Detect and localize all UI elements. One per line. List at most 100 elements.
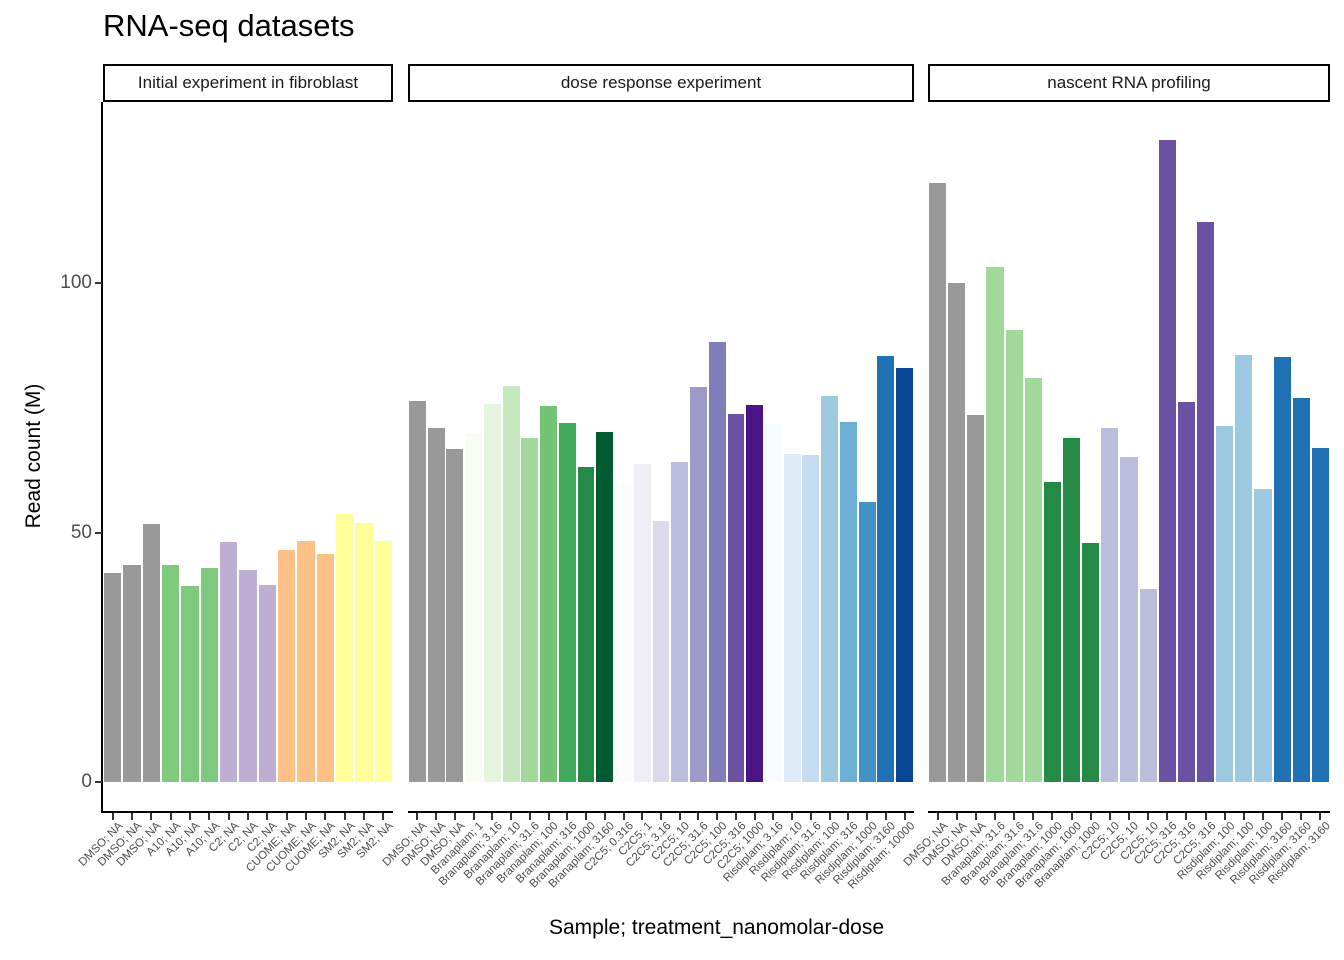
bar	[540, 406, 557, 782]
bar	[142, 523, 161, 782]
x-tick-mark	[227, 813, 230, 820]
x-tick-mark	[884, 813, 887, 820]
bar	[1273, 357, 1291, 782]
x-tick-mark	[1242, 813, 1245, 820]
bar	[1005, 329, 1023, 782]
x-tick-mark	[472, 813, 475, 820]
x-tick-mark	[510, 813, 513, 820]
x-tick-mark	[1204, 813, 1207, 820]
x-tick-mark	[791, 813, 794, 820]
y-tick-mark	[95, 282, 102, 284]
bar	[558, 423, 576, 782]
bar	[1101, 427, 1119, 782]
bar	[427, 427, 445, 782]
plot-title: RNA-seq datasets	[103, 8, 355, 43]
bar	[103, 572, 122, 782]
x-tick-mark	[716, 813, 719, 820]
bar	[277, 550, 296, 782]
x-axis-title: Sample; treatment_nanomolar-dose	[548, 916, 884, 939]
x-tick-mark	[266, 813, 269, 820]
x-tick-mark	[955, 813, 958, 820]
x-tick-mark	[1051, 813, 1054, 820]
x-tick-mark	[111, 813, 114, 820]
x-axis-line	[103, 811, 393, 813]
bar	[181, 585, 199, 782]
facet-strip-label: nascent RNA profiling	[1047, 73, 1211, 92]
x-tick-mark	[453, 813, 456, 820]
bar	[483, 403, 501, 782]
x-tick-mark	[285, 813, 288, 820]
bar	[1196, 221, 1215, 782]
x-tick-mark	[1319, 813, 1322, 820]
y-tick-label: 0	[81, 771, 92, 792]
bar	[465, 433, 483, 782]
bar	[986, 266, 1004, 782]
x-tick-mark	[1013, 813, 1016, 820]
bar	[928, 182, 947, 782]
bar	[596, 432, 614, 782]
bar	[502, 385, 520, 782]
facet-strip-label: Initial experiment in fibroblast	[137, 73, 359, 92]
bar	[1139, 588, 1157, 782]
x-tick-mark	[189, 813, 191, 820]
bar	[746, 404, 764, 782]
bar	[1043, 481, 1062, 782]
x-tick-mark	[566, 813, 569, 820]
bar	[783, 454, 801, 782]
x-tick-mark	[772, 813, 775, 820]
bar	[1082, 543, 1100, 782]
x-tick-mark	[1300, 813, 1303, 820]
bar	[408, 401, 426, 782]
x-tick-mark	[1070, 813, 1073, 820]
facet-strip: nascent RNA profiling	[928, 64, 1330, 102]
bar	[1120, 457, 1138, 782]
bar	[671, 461, 689, 782]
bar	[1292, 398, 1310, 782]
x-tick-mark	[208, 813, 211, 820]
bar	[1062, 438, 1081, 782]
bar	[1216, 426, 1234, 782]
x-tick-mark	[903, 813, 906, 820]
bar	[877, 355, 895, 782]
x-tick-mark	[974, 813, 977, 820]
bar	[446, 449, 464, 782]
bar	[802, 455, 820, 782]
facet-strip-label: dose response experiment	[560, 73, 762, 92]
bar	[1024, 378, 1042, 782]
x-tick-mark	[169, 813, 172, 820]
x-tick-mark	[641, 813, 644, 820]
x-tick-mark	[305, 813, 307, 820]
x-tick-mark	[622, 813, 625, 820]
bar	[316, 553, 335, 782]
y-axis-line	[101, 102, 103, 813]
facet-strip: Initial experiment in fibroblast	[103, 64, 393, 102]
bar	[1177, 401, 1196, 782]
bar	[633, 464, 651, 782]
x-tick-mark	[1223, 813, 1226, 820]
x-tick-mark	[382, 813, 385, 820]
bar	[1254, 489, 1272, 782]
x-tick-mark	[753, 813, 756, 820]
x-tick-mark	[1166, 813, 1169, 820]
bar	[355, 522, 373, 782]
bar	[161, 564, 180, 782]
x-tick-mark	[150, 813, 153, 820]
x-tick-mark	[994, 813, 996, 820]
y-tick-mark	[95, 531, 102, 534]
x-tick-mark	[866, 813, 869, 820]
x-tick-mark	[1108, 813, 1111, 820]
bar	[577, 467, 595, 782]
bar	[896, 367, 914, 782]
bar	[727, 414, 745, 782]
bar	[1158, 139, 1176, 782]
bar	[615, 486, 632, 782]
bar	[690, 386, 707, 782]
x-tick-mark	[678, 813, 681, 820]
bar	[200, 567, 219, 782]
x-tick-mark	[491, 813, 494, 820]
bar	[839, 422, 857, 782]
bar	[297, 540, 315, 782]
x-tick-mark	[585, 813, 588, 820]
x-tick-mark	[1032, 813, 1035, 820]
x-tick-mark	[343, 813, 346, 820]
